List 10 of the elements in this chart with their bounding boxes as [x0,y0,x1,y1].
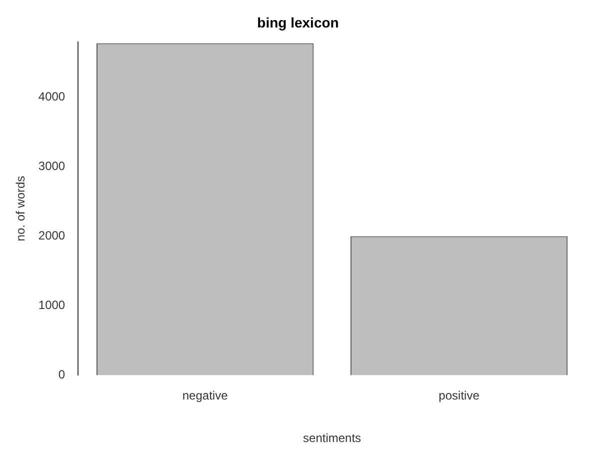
x-tick-label: positive [438,388,480,403]
y-tick-label: 1000 [38,298,66,312]
y-tick-label: 4000 [38,90,66,104]
x-axis-title: sentiments [303,431,362,446]
y-axis-title: no. of words [14,176,28,242]
y-tick-label: 0 [58,368,66,382]
y-tick-label: 2000 [38,228,66,243]
y-tick-label: 3000 [38,159,66,174]
chart-title: bing lexicon [257,14,339,30]
x-tick-label: negative [182,388,228,403]
